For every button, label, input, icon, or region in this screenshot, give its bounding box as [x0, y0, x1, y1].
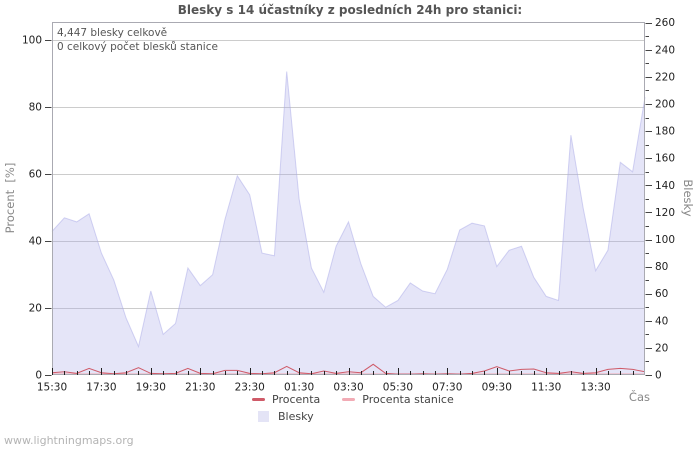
- plot-border: [52, 22, 645, 375]
- watermark: www.lightningmaps.org: [4, 434, 134, 447]
- blesky-legend-label: Blesky: [278, 410, 314, 423]
- x-axis-ticks: [52, 368, 634, 375]
- svg-text:180: 180: [655, 126, 675, 138]
- svg-text:80: 80: [655, 261, 668, 273]
- svg-text:05:30: 05:30: [383, 382, 413, 394]
- svg-text:60: 60: [29, 169, 42, 181]
- procenta-stanice-legend-label: Procenta stanice: [362, 393, 454, 406]
- procenta-stanice-legend-swatch: [342, 398, 356, 401]
- svg-text:19:30: 19:30: [136, 382, 166, 394]
- svg-text:07:30: 07:30: [432, 382, 462, 394]
- svg-text:21:30: 21:30: [185, 382, 215, 394]
- right-axis-title: Blesky: [681, 179, 695, 217]
- chart-title: Blesky s 14 účastníky z posledních 24h p…: [177, 3, 523, 17]
- left-axis-tick-labels: 0 20 40 60 80 100: [22, 35, 42, 382]
- svg-text:160: 160: [655, 153, 675, 165]
- svg-text:140: 140: [655, 180, 675, 192]
- svg-text:260: 260: [655, 17, 675, 29]
- annotation-total-strikes: 4,447 blesky celkově: [57, 27, 168, 39]
- x-axis-title: Čas: [628, 390, 650, 404]
- legend-row-2: Blesky: [252, 410, 454, 423]
- procenta-legend-swatch: [252, 398, 265, 401]
- left-axis-title: Procent [%]: [3, 162, 17, 234]
- svg-text:13:30: 13:30: [580, 382, 610, 394]
- svg-text:60: 60: [655, 288, 668, 300]
- svg-text:40: 40: [29, 236, 42, 248]
- svg-text:0: 0: [655, 370, 662, 382]
- annotation-station-strikes: 0 celkový počet blesků stanice: [57, 41, 218, 53]
- svg-text:200: 200: [655, 99, 675, 111]
- right-axis-ticks: [645, 23, 652, 376]
- procenta-legend-label: Procenta: [272, 393, 321, 406]
- svg-text:20: 20: [655, 342, 668, 354]
- svg-text:80: 80: [29, 102, 42, 114]
- right-axis-tick-labels: 0 20 40 60 80 100 120 140 160 180 200 220 240 260: [655, 17, 675, 381]
- svg-text:17:30: 17:30: [86, 382, 116, 394]
- svg-text:03:30: 03:30: [333, 382, 363, 394]
- svg-text:40: 40: [655, 315, 668, 327]
- svg-text:23:30: 23:30: [235, 382, 265, 394]
- blesky-legend-swatch: [258, 411, 269, 422]
- svg-text:11:30: 11:30: [531, 382, 561, 394]
- svg-text:0: 0: [35, 370, 42, 382]
- svg-text:15:30: 15:30: [37, 382, 67, 394]
- svg-text:01:30: 01:30: [284, 382, 314, 394]
- x-axis-tick-labels: 15:30 17:30 19:30 21:30 23:30 01:30 03:30 05:30…: [37, 382, 611, 394]
- svg-text:220: 220: [655, 71, 675, 83]
- svg-text:09:30: 09:30: [482, 382, 512, 394]
- svg-text:20: 20: [29, 303, 42, 315]
- svg-text:240: 240: [655, 44, 675, 56]
- svg-text:100: 100: [22, 35, 42, 47]
- blesky-area-edge: [51, 71, 646, 349]
- legend: Procenta Procenta stanice Blesky: [252, 393, 454, 423]
- svg-text:100: 100: [655, 234, 675, 246]
- legend-row-1: Procenta Procenta stanice: [252, 393, 454, 406]
- left-axis-ticks: [45, 40, 52, 376]
- svg-text:120: 120: [655, 207, 675, 219]
- gridlines: [52, 40, 645, 309]
